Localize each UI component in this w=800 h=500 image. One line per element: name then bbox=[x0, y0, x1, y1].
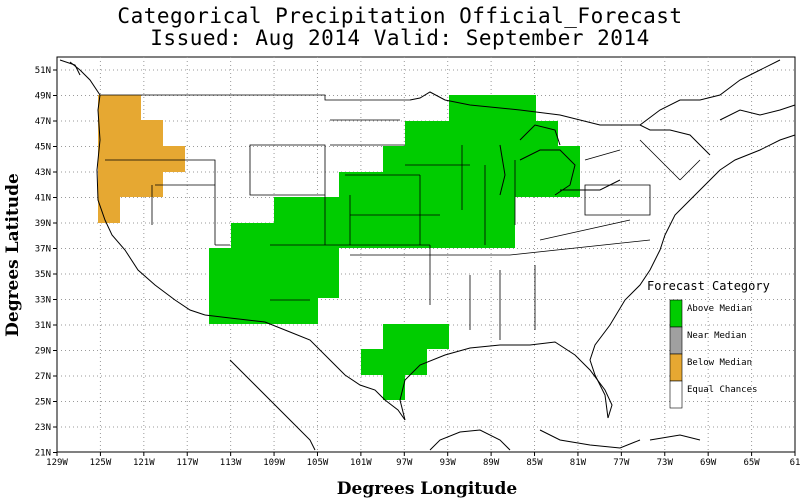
y-tick-label: 45N bbox=[35, 143, 51, 153]
x-tick-label: 77W bbox=[613, 458, 630, 468]
y-tick-label: 21N bbox=[35, 449, 51, 459]
x-tick-label: 89W bbox=[483, 458, 500, 468]
plot-frame bbox=[56, 56, 796, 453]
legend-swatch bbox=[669, 353, 683, 382]
x-tick-label: 97W bbox=[396, 458, 413, 468]
y-tick-labels: 51N 49N 47N 45N 43N 41N 39N 37N 35N 33N 31N 29N 27N 2… bbox=[35, 66, 57, 459]
y-tick-label: 47N bbox=[35, 117, 51, 127]
x-tick-labels: 129W 125W 121W 117W 113W 109W 105W 101W 97W 93W 89… bbox=[46, 452, 800, 468]
y-tick-label: 25N bbox=[35, 398, 51, 408]
y-tick-label: 23N bbox=[35, 423, 51, 433]
coastlines bbox=[59, 59, 796, 451]
x-tick-label: 61 bbox=[790, 458, 800, 468]
x-tick-label: 93W bbox=[440, 458, 457, 468]
x-tick-label: 109W bbox=[263, 458, 285, 468]
x-tick-label: 65W bbox=[743, 458, 760, 468]
above-median-region bbox=[209, 95, 580, 400]
y-tick-label: 29N bbox=[35, 347, 51, 357]
legend-label: Below Median bbox=[687, 358, 752, 368]
y-tick-label: 39N bbox=[35, 219, 51, 229]
legend-label: Equal Chances bbox=[687, 385, 757, 395]
legend-swatch bbox=[669, 380, 683, 409]
x-tick-label: 125W bbox=[90, 458, 112, 468]
state-boundaries bbox=[100, 94, 701, 340]
legend-swatch bbox=[669, 299, 683, 328]
x-tick-label: 113W bbox=[220, 458, 242, 468]
x-tick-label: 129W bbox=[46, 458, 68, 468]
y-tick-label: 43N bbox=[35, 168, 51, 178]
x-tick-label: 69W bbox=[700, 458, 717, 468]
y-tick-label: 37N bbox=[35, 245, 51, 255]
below-median-region bbox=[98, 95, 185, 223]
map-title-line2: Issued: Aug 2014 Valid: September 2014 bbox=[150, 26, 650, 50]
y-tick-label: 49N bbox=[35, 92, 51, 102]
map-title-line1: Categorical Precipitation Official_Forec… bbox=[117, 4, 683, 28]
y-axis-label: Degrees Latitude bbox=[3, 173, 23, 337]
x-tick-label: 121W bbox=[133, 458, 155, 468]
x-axis-label: Degrees Longitude bbox=[337, 479, 518, 499]
y-tick-label: 35N bbox=[35, 270, 51, 280]
y-tick-label: 41N bbox=[35, 194, 51, 204]
y-tick-label: 51N bbox=[35, 66, 51, 76]
legend-swatch bbox=[669, 326, 683, 355]
legend-label: Near Median bbox=[687, 331, 747, 341]
x-tick-label: 101W bbox=[350, 458, 372, 468]
y-tick-label: 27N bbox=[35, 372, 51, 382]
x-tick-label: 117W bbox=[176, 458, 198, 468]
y-tick-label: 33N bbox=[35, 296, 51, 306]
legend: Forecast Category Above Median Near Media… bbox=[647, 279, 770, 409]
legend-label: Above Median bbox=[687, 304, 752, 314]
x-tick-label: 81W bbox=[570, 458, 587, 468]
x-tick-label: 85W bbox=[526, 458, 543, 468]
y-tick-label: 31N bbox=[35, 321, 51, 331]
legend-title: Forecast Category bbox=[647, 279, 770, 293]
x-tick-label: 73W bbox=[657, 458, 674, 468]
x-tick-label: 105W bbox=[307, 458, 329, 468]
